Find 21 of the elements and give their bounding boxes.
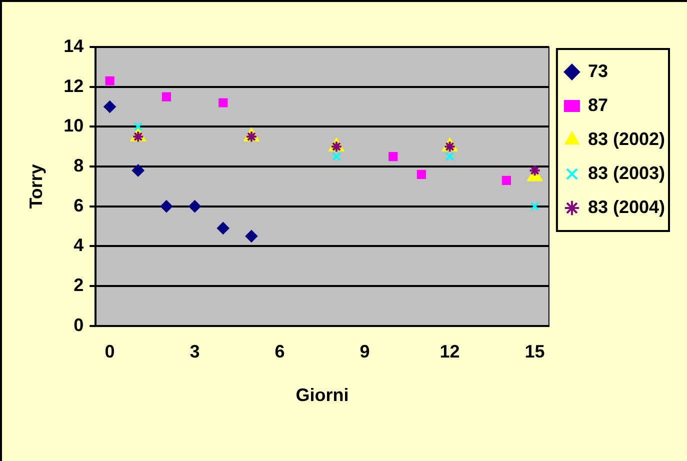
x-tick-label: 6 bbox=[274, 342, 285, 362]
x-tick-label: 0 bbox=[104, 342, 115, 362]
y-tick-label: 6 bbox=[74, 195, 84, 216]
x-axis-title: Giorni bbox=[296, 385, 349, 406]
y-tick-label: 12 bbox=[64, 76, 84, 96]
legend-label: 87 bbox=[588, 94, 608, 115]
x-tick-label: 12 bbox=[440, 342, 460, 362]
y-tick-label: 8 bbox=[74, 155, 84, 176]
y-tick-label: 0 bbox=[74, 314, 84, 335]
x-tick-label: 15 bbox=[524, 342, 545, 362]
legend-label: 83 (2003) bbox=[588, 162, 666, 183]
y-tick-label: 4 bbox=[74, 235, 84, 256]
y-tick-label: 14 bbox=[64, 36, 84, 56]
x-tick-label: 9 bbox=[360, 342, 370, 362]
legend-label: 73 bbox=[588, 60, 608, 81]
x-tick-label: 3 bbox=[190, 342, 200, 362]
legend-label: 83 (2002) bbox=[588, 128, 666, 149]
y-tick-label: 2 bbox=[74, 274, 84, 295]
y-tick-label: 10 bbox=[64, 116, 84, 136]
y-axis-title: Torry bbox=[26, 164, 46, 209]
legend-label: 83 (2004) bbox=[588, 196, 666, 217]
